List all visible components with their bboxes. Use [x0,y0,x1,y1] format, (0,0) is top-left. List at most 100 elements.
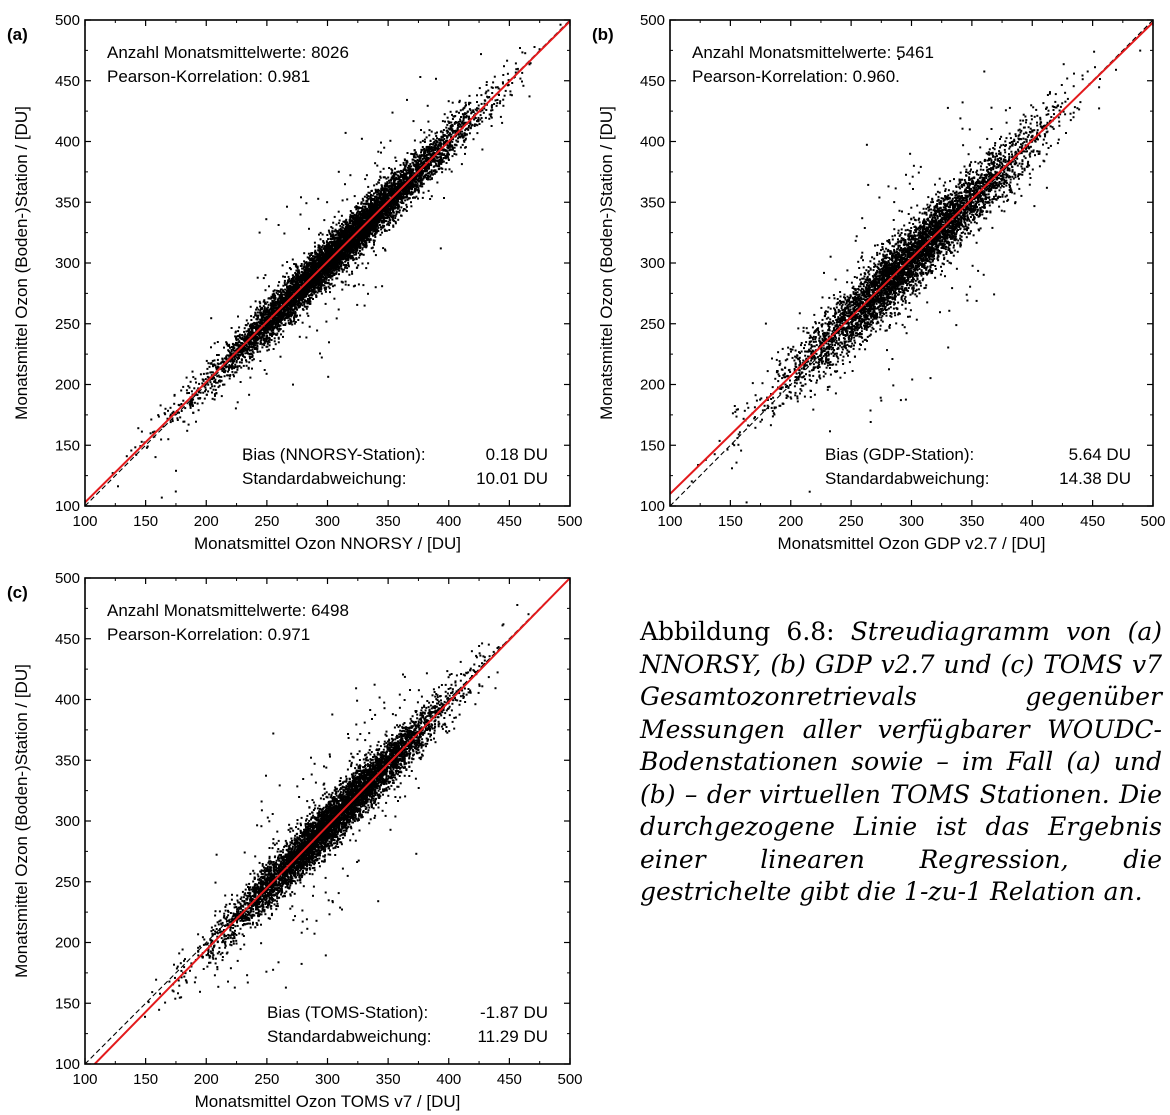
scatter-point [365,233,368,236]
scatter-point [210,346,212,349]
scatter-point [308,299,311,302]
scatter-point [329,276,332,279]
scatter-point [369,207,372,210]
scatter-point [368,191,371,194]
scatter-point [406,152,409,154]
scatter-point [234,358,236,361]
scatter-point [434,169,437,172]
scatter-point [363,235,366,238]
scatter-point [383,184,386,187]
scatter-point [378,189,381,192]
scatter-point [308,298,311,301]
scatter-point [449,132,451,135]
scatter-point [338,228,341,231]
scatter-point [223,383,226,386]
scatter-point [462,122,465,125]
scatter-point [356,211,359,214]
scatter-point [493,75,496,78]
scatter-point [405,180,408,183]
scatter-point [357,214,360,217]
scatter-point [376,189,379,192]
scatter-point [491,104,494,107]
scatter-point [218,375,221,378]
scatter-point [266,301,269,304]
scatter-point [422,148,425,151]
scatter-point [317,197,320,200]
scatter-point [273,332,276,335]
scatter-point [448,153,450,156]
scatter-point [229,365,232,368]
scatter-point [283,308,286,311]
scatter-point [293,318,296,321]
scatter-point [475,123,477,126]
scatter-point [428,129,431,132]
scatter-point [349,222,352,225]
scatter-point [204,386,207,389]
scatter-point [348,225,351,227]
scatter-point [259,340,262,343]
scatter-point [325,320,328,323]
scatter-point [277,323,280,326]
scatter-point [397,194,400,197]
scatter-point [468,101,471,104]
scatter-point [243,327,246,330]
scatter-point [347,259,350,262]
scatter-point [340,214,343,217]
scatter-point [423,149,426,152]
scatter-point [410,173,413,176]
scatter-point [220,375,223,378]
scatter-point [461,130,464,133]
scatter-point [318,246,321,249]
scatter-point [487,89,490,92]
scatter-point [367,222,370,225]
scatter-point [271,335,273,338]
scatter-point [283,232,286,235]
scatter-point [280,319,282,322]
scatter-point [219,380,222,383]
scatter-point [490,125,493,127]
scatter-point [232,349,235,352]
scatter-point [388,167,391,169]
scatter-point [436,181,439,184]
scatter-point [455,153,458,156]
scatter-point [388,188,391,191]
scatter-point [407,168,410,171]
scatter-point [388,216,391,219]
scatter-point [414,188,416,190]
scatter-point [282,330,285,333]
scatter-point [235,371,238,374]
scatter-point [332,236,335,239]
scatter-point [458,111,460,114]
scatter-point [528,95,531,98]
scatter-point [300,303,302,306]
scatter-point [344,280,347,283]
scatter-point [319,257,322,260]
scatter-point [296,302,299,305]
scatter-point [375,201,378,204]
scatter-point [231,358,234,361]
scatter-point [465,112,468,115]
scatter-point [201,402,204,405]
scatter-point [351,220,353,222]
scatter-point [321,244,324,247]
scatter-point [457,140,460,143]
scatter-point [313,271,316,274]
scatter-point [402,161,405,164]
scatter-point [364,242,367,245]
scatter-point [153,430,156,433]
scatter-point [287,296,290,299]
scatter-point [406,169,409,172]
scatter-point [332,269,335,272]
scatter-point [426,104,429,107]
scatter-point [464,101,467,104]
scatter-point [180,403,183,405]
scatter-point [396,170,399,173]
scatter-point [468,124,470,127]
scatter-point [497,87,500,90]
scatter-point [299,213,302,216]
scatter-point [479,110,482,113]
scatter-point [232,348,235,351]
scatter-point [327,229,330,232]
scatter-point [276,328,279,331]
scatter-point [264,289,267,292]
